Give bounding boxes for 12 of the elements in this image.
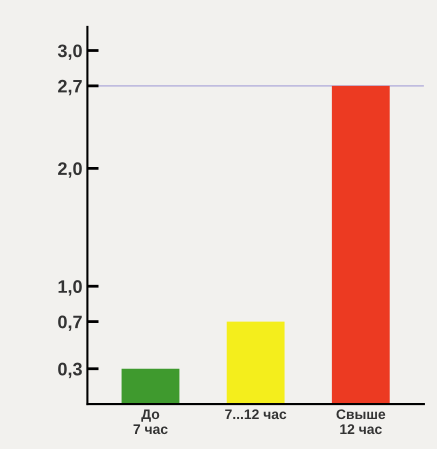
bar (332, 86, 390, 404)
x-tick-label: 7...12 час (225, 409, 286, 420)
y-tick-label: 1,0 (58, 280, 82, 296)
x-tick-label: Свыше 12 час (336, 409, 386, 434)
y-tick-label: 2,7 (58, 80, 82, 96)
y-tick-label: 0,3 (58, 362, 82, 378)
bar (122, 368, 180, 404)
y-tick-label: 0,7 (58, 316, 82, 331)
y-tick-label: 2,0 (58, 162, 82, 178)
x-tick-label: До 7 час (134, 409, 168, 434)
bar (226, 322, 285, 404)
y-tick-label: 3,0 (58, 44, 82, 60)
